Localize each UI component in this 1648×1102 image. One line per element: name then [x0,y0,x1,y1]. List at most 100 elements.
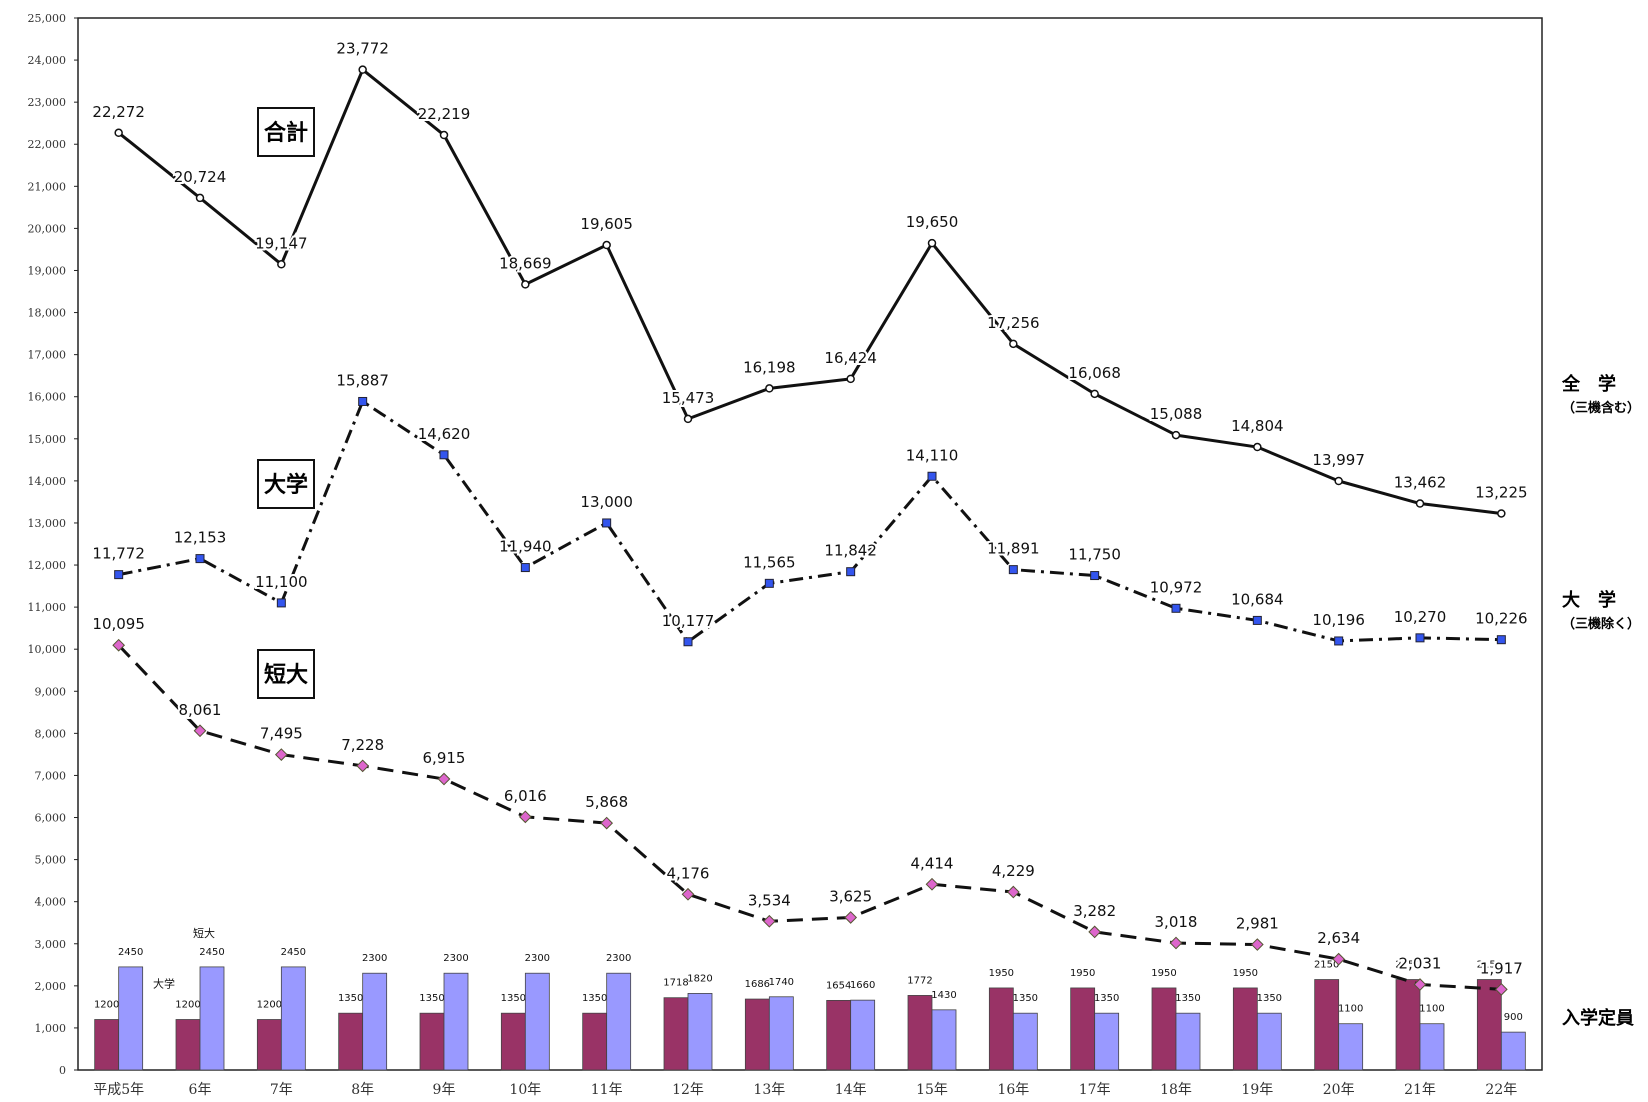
data-label: 18,669 [499,254,552,272]
series-point-total [1497,509,1506,518]
y-tick-label: 7,000 [35,769,67,782]
series-point-total [846,374,855,384]
data-label: 11,750 [1068,546,1121,564]
data-label: 5,868 [585,793,628,811]
y-tick-label: 2,000 [35,980,67,993]
bar-junior-capacity [362,972,388,1071]
bar-univ-label: 1350 [501,993,526,1004]
bar-junior-label: 1100 [1338,1004,1363,1015]
bar-annotation-junior: 短大 [193,926,215,940]
bar-annotation-univ: 大学 [153,977,175,991]
bar-univ-capacity [1232,987,1258,1071]
series-point-univ [1090,571,1100,581]
series-point-univ [195,554,205,564]
bar-group: 1200 1200 1200 1350 1350 1350 1350 1718 1686 1654… [94,926,1526,1071]
series-point-total [1253,442,1262,452]
data-label: 2,031 [1399,955,1442,973]
data-label: 10,684 [1231,590,1284,608]
data-label: 13,225 [1475,483,1528,501]
series-point-univ [927,471,937,481]
data-label: 4,229 [992,862,1035,880]
bar-univ-label: 1200 [94,1000,119,1011]
bar-univ-label: 1350 [419,993,444,1004]
series-point-junior [844,911,858,924]
plot-area [77,17,1543,1071]
series-point-total [521,280,530,289]
data-label: 4,176 [667,864,710,882]
x-tick-label: 11年 [591,1082,623,1098]
bar-junior-label: 1740 [769,977,794,988]
right-label-main: 入学定員 [1562,1007,1634,1029]
right-side-labels: 全 学 （三機含む） 大 学 （三機除く） 入学定員 [1561,373,1640,1029]
bar-junior-capacity [850,999,876,1071]
x-tick-label: 13年 [753,1082,785,1098]
series-point-total [439,130,449,140]
y-tick-label: 1,000 [35,1022,67,1035]
data-label-group: 22,272 20,724 19,147 23,772 22,219 18,669 19,6… [90,38,1529,980]
bar-junior-label: 2300 [525,953,550,964]
series-point-junior [1088,925,1102,939]
data-label: 16,068 [1068,364,1121,382]
series-point-total [195,193,205,203]
x-tick-label: 7年 [270,1082,293,1098]
bar-junior-capacity [118,966,144,1071]
data-label: 16,424 [824,349,877,367]
bar-univ-label: 1772 [907,975,932,986]
data-label: 16,198 [743,358,796,376]
y-tick-label: 24,000 [28,54,67,67]
x-tick-label: 8年 [351,1082,374,1098]
series-point-total [683,414,693,424]
x-tick-label: 10年 [509,1082,541,1098]
series-line-2 [117,644,1502,991]
y-tick-label: 18,000 [28,307,67,320]
series-point-univ [1171,603,1181,613]
data-label: 10,196 [1312,611,1365,629]
bar-junior-label: 1350 [1013,993,1038,1004]
data-label: 12,153 [174,529,227,547]
bar-junior-capacity [524,972,550,1071]
y-tick-label: 21,000 [28,180,67,193]
bar-univ-capacity [256,1019,282,1071]
x-tick-label: 平成5年 [93,1082,144,1098]
data-label: 15,088 [1150,405,1203,423]
y-tick-label: 10,000 [28,643,67,656]
bar-junior-label: 2300 [606,953,631,964]
y-tick-label: 12,000 [28,559,67,572]
bar-univ-label: 1350 [582,993,607,1004]
series-box [257,459,315,509]
data-label: 11,842 [824,542,877,560]
bar-junior-label: 900 [1504,1012,1523,1023]
y-tick-label: 0 [59,1064,66,1077]
data-label: 10,095 [92,615,145,633]
bar-junior-label: 1430 [931,990,956,1001]
bar-univ-label: 1686 [745,979,770,990]
data-label: 10,270 [1394,608,1447,626]
bar-univ-capacity [826,999,852,1071]
bar-univ-capacity [1476,979,1502,1071]
bar-univ-label: 1200 [175,1000,200,1011]
data-label: 3,018 [1155,913,1198,931]
data-label: 17,256 [987,314,1040,332]
series-point-total [1090,389,1099,399]
series-point-total [1334,476,1343,486]
series-line-0 [117,68,1502,515]
series-point-univ [1252,615,1262,625]
y-tick-label: 14,000 [28,475,67,488]
bar-univ-label: 2150 [1314,960,1339,971]
bar-junior-capacity [443,972,469,1071]
x-tick-label: 21年 [1404,1082,1436,1098]
series-point-univ [764,578,774,588]
bar-junior-capacity [768,996,794,1071]
series-point-univ [520,563,530,573]
right-label-sub: （三機含む） [1562,400,1640,416]
series-point-univ [683,637,693,647]
data-label: 11,891 [987,540,1040,558]
y-tick-label: 15,000 [28,433,67,446]
bar-univ-label: 2150 [1477,960,1502,971]
bar-univ-capacity [663,997,689,1071]
bar-univ-label: 1200 [257,1000,282,1011]
series-point-junior [681,887,695,901]
bar-univ-capacity [1395,979,1421,1071]
